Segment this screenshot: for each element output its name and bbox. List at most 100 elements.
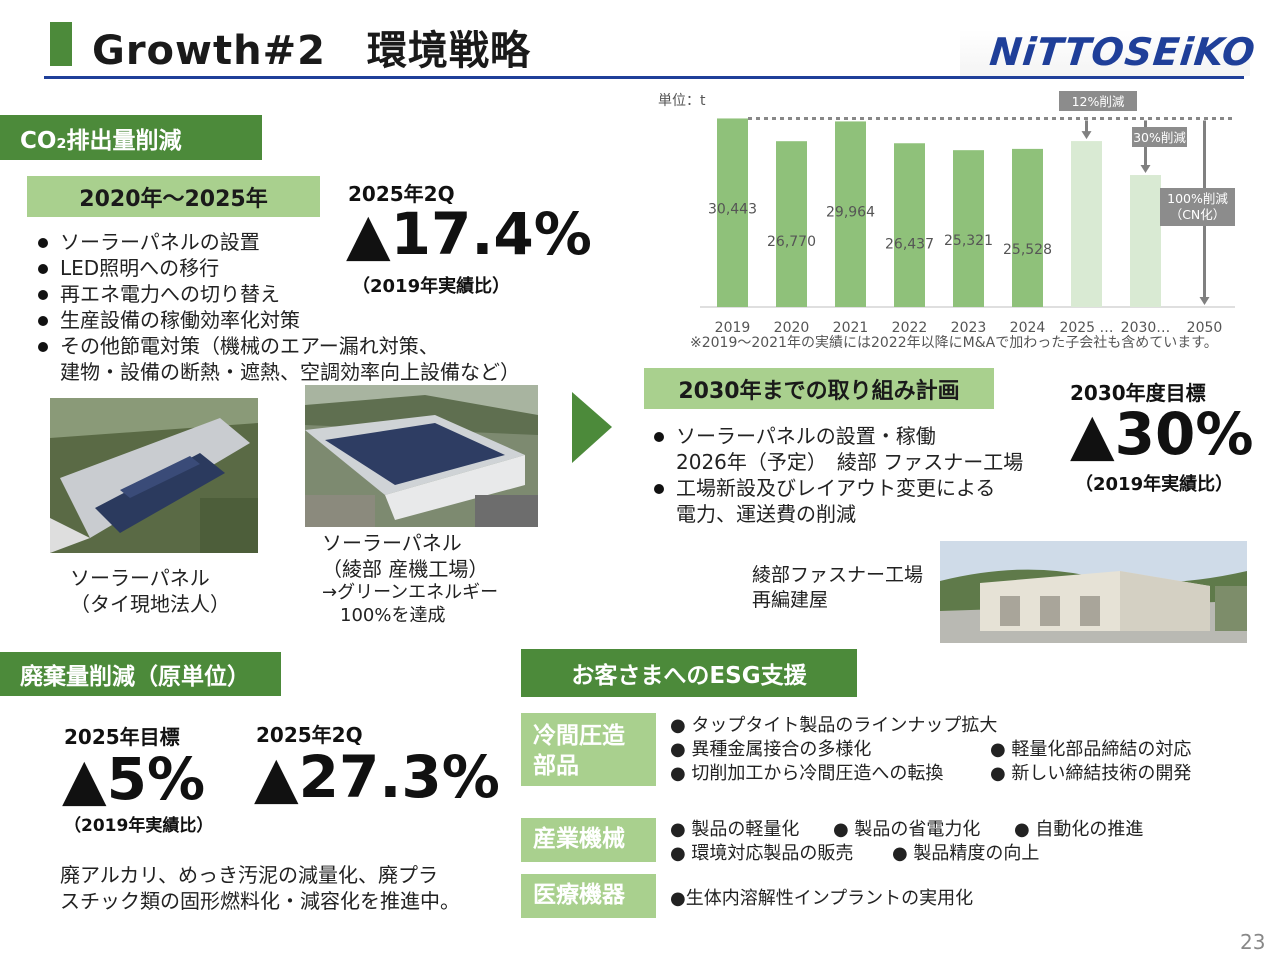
solar-panel-thailand-photo [50,398,258,553]
esg-cold-label-line1: 冷間圧造 [533,723,625,749]
chart-tick-label: 2019 [715,320,751,336]
esg-industrial-row2b: ● 製品精度の向上 [892,843,1040,864]
esg-section-title: お客さまへのESG支援 [571,663,807,689]
co2-result-label: 2025年2Q [348,182,455,206]
title-accent-bar [50,22,72,66]
chart-data-label: 26,437 [885,236,934,252]
waste-section-header: 廃棄量削減（原単位） [0,652,281,696]
chart-data-label: 29,964 [826,204,875,220]
plan-header-label: 2030年までの取り組み計画 [678,378,960,404]
chart-bar [1012,148,1043,307]
esg-industrial-row1b: ● 製品の省電力化 [833,819,981,840]
co2-section-title: CO₂排出量削減 [20,127,182,154]
esg-industrial-row1a: ● 製品の軽量化 [670,819,800,840]
page-title: Growth#2 環境戦略 [92,28,531,74]
plan-list-2: 工場新設及びレイアウト変更による [652,475,995,501]
co2-result-note: （2019年実績比） [352,276,511,297]
chart-tick-label: 2022 [892,320,928,336]
co2-measures-list: ソーラーパネルの設置 LED照明への移行 再エネ電力への切り替え 生産設備の稼働… [36,229,439,359]
waste-desc-line1: 廃アルカリ、めっき汚泥の減量化、廃プラ [60,863,438,887]
chart-callout-2050 [1160,188,1235,226]
esg-cold-row3a: ● 切削加工から冷間圧造への転換 [670,763,944,784]
list-item: 再エネ電力への切り替え [36,281,439,307]
chart-note: ※2019～2021年の実績には2022年以降にM&Aで加わった子会社も含めてい… [690,335,1218,351]
photo2-caption-line4: 100%を達成 [340,605,446,626]
chart-bar [953,150,984,307]
chart-tick-label: 2024 [1010,320,1046,336]
esg-cold-forging-label: 冷間圧造 部品 [521,713,656,786]
photo2-caption-line1: ソーラーパネル [322,531,462,555]
esg-medical-label: 医療機器 [521,874,656,918]
waste-result-value: ▲27.3% [254,743,500,811]
chart-bar [1130,175,1161,307]
chart-callout-2025-text: 12%削減 [1072,94,1125,109]
chart-data-label: 25,321 [944,233,993,249]
chart-data-label: 30,443 [708,201,757,217]
esg-section-header: お客さまへのESG支援 [521,649,857,697]
photo1-caption-line2: （タイ現地法人） [70,592,230,616]
chart-bar [835,121,866,307]
chart-bar [1071,141,1102,307]
list-item: 生産設備の稼働効率化対策 [36,307,439,333]
chart-tick-label: 2050 [1187,320,1223,336]
plan-bullet1-line2: 2026年（予定） 綾部 ファスナー工場 [676,450,1024,474]
chart-callout-2050-text: 100%削減 [1167,191,1228,206]
page-number: 23 [1240,930,1266,954]
photo2-caption-line2: （綾部 産機工場） [322,557,489,581]
chart-callout-2030 [1132,127,1187,147]
esg-cold-row3b: ● 新しい締結技術の開発 [990,763,1192,784]
title-divider [44,76,1244,79]
goal-label: 2030年度目標 [1070,381,1206,405]
photo2-caption-line3: →グリーンエネルギー [322,582,499,603]
waste-target-value: ▲5% [62,745,206,813]
list-item: ソーラーパネルの設置・稼働 [652,423,936,449]
chart-callout-2025 [1059,91,1137,111]
photo1-caption-line1: ソーラーパネル [70,566,210,590]
chart-callout-2030-text: 30%削減 [1133,130,1186,145]
chart-arrow-2025-head [1081,131,1092,140]
waste-target-label: 2025年目標 [64,725,180,749]
co2-period-label: 2020年～2025年 [79,186,268,212]
co2-result-value: ▲17.4% [346,200,592,268]
plan-bullet2-line2: 電力、運送費の削減 [676,502,856,526]
co2-period-header: 2020年～2025年 [27,176,320,217]
goal-note: （2019年実績比） [1075,474,1234,495]
chart-unit-label: 単位：t [658,93,706,109]
esg-cold-row2a: ● 異種金属接合の多様化 [670,739,872,760]
list-item: 工場新設及びレイアウト変更による [652,475,995,501]
esg-cold-label-line2: 部品 [533,753,579,779]
co2-section-header: CO₂排出量削減 [0,115,262,160]
esg-cold-row1: ● タップタイト製品のラインナップ拡大 [670,715,998,736]
esg-industrial-label: 産業機械 [521,818,656,862]
waste-target-note: （2019年実績比） [64,816,214,836]
esg-medical-label-text: 医療機器 [533,882,625,908]
plan-header: 2030年までの取り組み計画 [644,368,994,409]
factory-caption-line1: 綾部ファスナー工場 [752,564,924,586]
esg-industrial-row1c: ● 自動化の推進 [1014,819,1144,840]
chart-tick-label: 2020 [774,320,810,336]
esg-industrial-label-text: 産業機械 [533,826,625,852]
chart-tick-label: 2030… [1121,320,1171,336]
chart-bar [717,118,748,308]
chart-tick-label: 2023 [951,320,987,336]
esg-medical-row1: ●生体内溶解性インプラントの実用化 [670,888,974,909]
co2-emissions-chart: 単位：t 30,443 2019 26,770 2020 29,964 2021 26,43… [658,91,1235,351]
esg-industrial-row2a: ● 環境対応製品の販売 [670,843,854,864]
factory-caption-line2: 再編建屋 [752,589,829,611]
chart-callout-2050-text: （CN化） [1170,207,1226,222]
chart-tick-label: 2021 [833,320,869,336]
company-logo [960,30,1250,76]
chart-bar [776,141,807,307]
list-item: LED照明への移行 [36,255,439,281]
chart-arrow-2030-head [1140,165,1151,174]
chart-arrow-2050-head [1199,297,1210,305]
co2-measures-continued: 建物・設備の断熱・遮熱、空調効率向上設備など） [60,360,520,384]
waste-result-label: 2025年2Q [256,723,363,747]
waste-desc-line2: スチック類の固形燃料化・減容化を推進中。 [60,889,460,913]
list-item: ソーラーパネルの設置 [36,229,439,255]
company-logo-text: NiTTOSEiKO [987,30,1258,74]
list-item: その他節電対策（機械のエアー漏れ対策、 [36,333,439,359]
chart-bar [894,143,925,307]
ayabe-factory-rendering [940,541,1247,643]
chart-data-label: 26,770 [767,234,816,250]
